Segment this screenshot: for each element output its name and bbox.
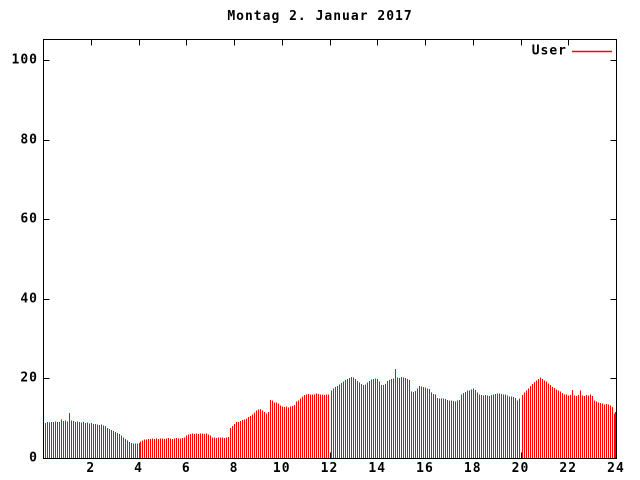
user-bars [45,369,616,458]
y-axis-label-60: 60 [20,211,38,227]
x-axis-label-12: 12 [320,461,339,476]
y-axis-label-0: 0 [29,450,38,466]
x-axis-label-6: 6 [181,461,191,476]
y-axis-label-100: 100 [11,52,38,68]
legend-user-label: User [531,43,567,59]
x-axis-label-14: 14 [368,461,387,476]
chart-title: Montag 2. Januar 2017 [227,9,413,24]
x-axis-label-8: 8 [229,461,239,476]
y-axis-label-80: 80 [20,132,38,148]
y-axis-label-20: 20 [20,370,38,386]
x-axis-label-22: 22 [559,461,578,476]
x-axis-label-10: 10 [272,461,291,476]
x-axis-label-24: 24 [607,461,625,476]
y-axis-label-40: 40 [20,291,38,307]
x-axis-label-20: 20 [511,461,530,476]
x-axis-label-4: 4 [134,461,143,476]
x-axis-label-18: 18 [463,461,482,476]
axes [43,39,617,459]
x-axis-label-2: 2 [86,461,96,476]
x-axis-label-16: 16 [416,461,434,476]
